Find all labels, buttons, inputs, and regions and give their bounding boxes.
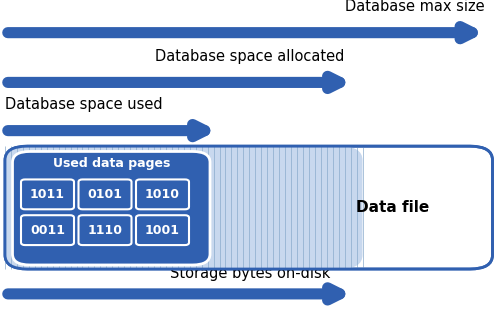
Text: Database space used: Database space used <box>5 97 162 112</box>
FancyBboxPatch shape <box>21 215 74 245</box>
Text: 1011: 1011 <box>30 188 65 201</box>
FancyBboxPatch shape <box>136 179 189 209</box>
Text: Used data pages: Used data pages <box>52 157 170 170</box>
Text: Database max size: Database max size <box>346 0 485 14</box>
FancyBboxPatch shape <box>5 146 492 269</box>
Text: Database space allocated: Database space allocated <box>156 49 344 64</box>
FancyBboxPatch shape <box>21 179 74 209</box>
Text: Storage bytes on-disk: Storage bytes on-disk <box>170 267 330 281</box>
FancyBboxPatch shape <box>5 146 362 269</box>
Text: 0101: 0101 <box>88 188 122 201</box>
Text: Data file: Data file <box>356 200 429 215</box>
Text: 1010: 1010 <box>145 188 180 201</box>
FancyBboxPatch shape <box>12 151 210 265</box>
FancyBboxPatch shape <box>136 215 189 245</box>
Text: 1001: 1001 <box>145 224 180 237</box>
FancyBboxPatch shape <box>78 179 132 209</box>
Text: 1110: 1110 <box>88 224 122 237</box>
FancyBboxPatch shape <box>78 215 132 245</box>
Text: 0011: 0011 <box>30 224 65 237</box>
